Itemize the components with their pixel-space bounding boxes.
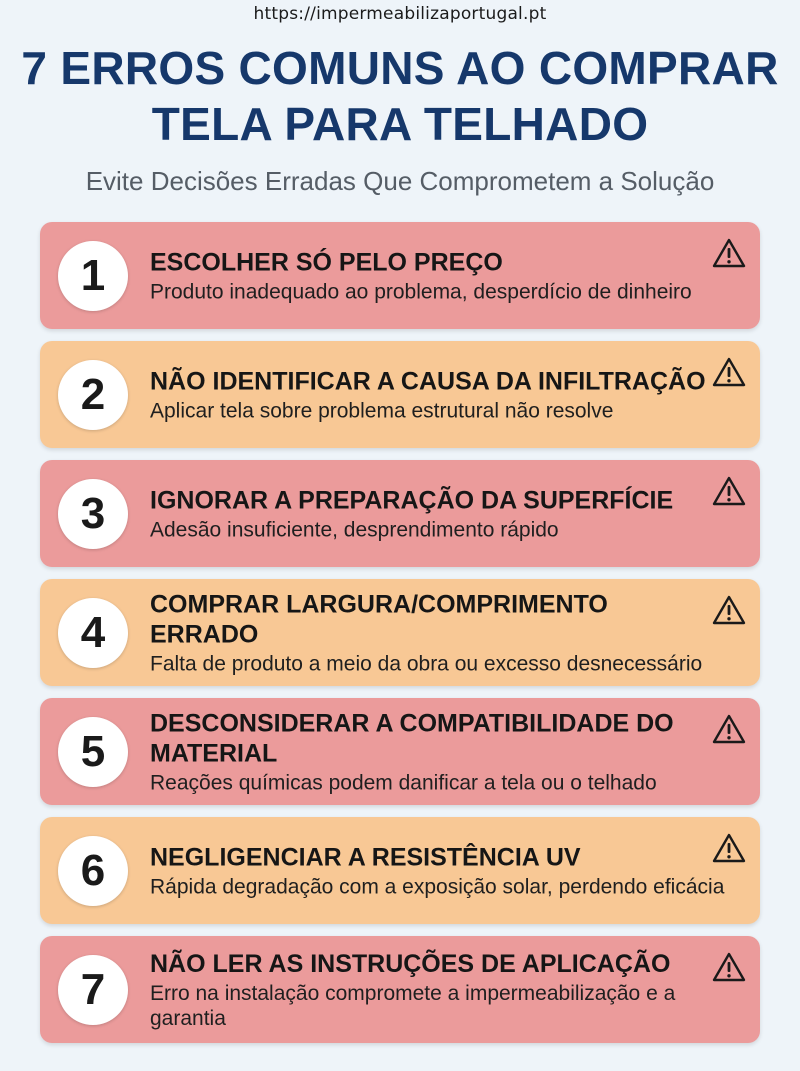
title-line-2: TELA PARA TELHADO	[151, 98, 649, 150]
warning-icon	[712, 476, 746, 506]
item-title: NEGLIGENCIAR A RESISTÊNCIA UV	[150, 843, 581, 871]
mistakes-list: 1 ESCOLHER SÓ PELO PREÇO Produto inadequ…	[40, 222, 760, 1055]
item-title: IGNORAR A PREPARAÇÃO DA SUPERFÍCIE	[150, 486, 674, 514]
item-text: NEGLIGENCIAR A RESISTÊNCIA UV Rápida deg…	[150, 842, 754, 899]
warning-icon	[712, 238, 746, 268]
item-text: NÃO LER AS INSTRUÇÕES DE APLICAÇÃO Erro …	[150, 949, 754, 1031]
mistake-card: 2 NÃO IDENTIFICAR A CAUSA DA INFILTRAÇÃO…	[40, 341, 760, 448]
mistake-card: 4 COMPRAR LARGURA/COMPRIMENTO ERRADO Fal…	[40, 579, 760, 686]
item-description: Produto inadequado ao problema, desperdí…	[150, 280, 692, 303]
item-title: NÃO LER AS INSTRUÇÕES DE APLICAÇÃO	[150, 949, 671, 978]
warning-icon	[712, 833, 746, 863]
mistake-card: 7 NÃO LER AS INSTRUÇÕES DE APLICAÇÃO Err…	[40, 936, 760, 1043]
warning-icon	[712, 357, 746, 387]
item-title: NÃO IDENTIFICAR A CAUSA DA INFILTRAÇÃO	[150, 367, 706, 395]
mistake-card: 3 IGNORAR A PREPARAÇÃO DA SUPERFÍCIE Ade…	[40, 460, 760, 567]
item-description: Aplicar tela sobre problema estrutural n…	[150, 399, 614, 422]
item-title: ESCOLHER SÓ PELO PREÇO	[150, 248, 503, 276]
page-title: 7 ERROS COMUNS AO COMPRAR TELA PARA TELH…	[0, 40, 800, 152]
item-description: Falta de produto a meio da obra ou exces…	[150, 652, 703, 675]
title-line-1: 7 ERROS COMUNS AO COMPRAR	[21, 42, 779, 94]
item-description: Adesão insuficiente, desprendimento rápi…	[150, 518, 559, 541]
item-number-badge: 1	[58, 240, 128, 311]
item-description: Erro na instalação compromete a impermea…	[150, 981, 676, 1030]
item-text: COMPRAR LARGURA/COMPRIMENTO ERRADO Falta…	[150, 589, 754, 676]
mistake-card: 6 NEGLIGENCIAR A RESISTÊNCIA UV Rápida d…	[40, 817, 760, 924]
item-description: Reações químicas podem danificar a tela …	[150, 771, 657, 794]
item-number-badge: 7	[58, 954, 128, 1025]
site-url: https://impermeabilizaportugal.pt	[253, 4, 547, 24]
warning-icon	[712, 952, 746, 982]
item-text: ESCOLHER SÓ PELO PREÇO Produto inadequad…	[150, 247, 754, 304]
warning-icon	[712, 714, 746, 744]
item-number-badge: 5	[58, 716, 128, 787]
item-text: DESCONSIDERAR A COMPATIBILIDADE DO MATER…	[150, 708, 754, 795]
mistake-card: 5 DESCONSIDERAR A COMPATIBILIDADE DO MAT…	[40, 698, 760, 805]
item-title: DESCONSIDERAR A COMPATIBILIDADE DO MATER…	[150, 709, 674, 767]
item-number-badge: 4	[58, 597, 128, 668]
item-text: IGNORAR A PREPARAÇÃO DA SUPERFÍCIE Adesã…	[150, 485, 754, 542]
item-number-badge: 2	[58, 359, 128, 430]
item-number-badge: 6	[58, 835, 128, 906]
item-number-badge: 3	[58, 478, 128, 549]
item-description: Rápida degradação com a exposição solar,…	[150, 875, 725, 898]
item-text: NÃO IDENTIFICAR A CAUSA DA INFILTRAÇÃO A…	[150, 366, 754, 423]
item-title: COMPRAR LARGURA/COMPRIMENTO ERRADO	[150, 590, 608, 648]
warning-icon	[712, 595, 746, 625]
mistake-card: 1 ESCOLHER SÓ PELO PREÇO Produto inadequ…	[40, 222, 760, 329]
page-subtitle: Evite Decisões Erradas Que Comprometem a…	[85, 166, 715, 196]
